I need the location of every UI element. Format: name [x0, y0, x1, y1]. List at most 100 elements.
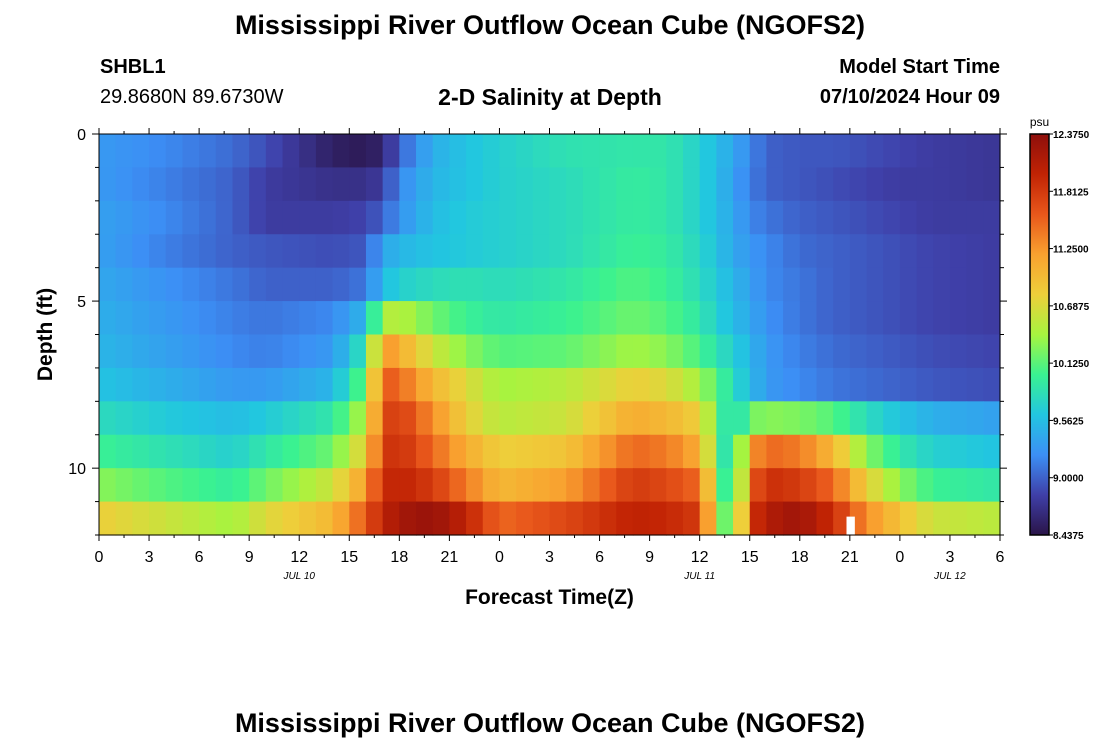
heatmap-cell [883, 501, 901, 536]
heatmap-cell [265, 334, 284, 369]
heatmap-cell [115, 134, 133, 169]
heatmap-cell [733, 134, 751, 169]
heatmap-cell [966, 167, 984, 202]
heatmap-cell [933, 367, 951, 402]
heatmap-cell [299, 434, 317, 469]
heatmap-cell [99, 301, 117, 336]
heatmap-cell [749, 267, 768, 302]
heatmap-cell [416, 200, 434, 235]
colorbar-tick-label: 11.2500 [1053, 245, 1089, 256]
heatmap-cell [699, 434, 717, 469]
heatmap-cell [716, 367, 734, 402]
heatmap-cell [783, 200, 801, 235]
heatmap-cell [716, 434, 734, 469]
heatmap-cell [516, 200, 534, 235]
heatmap-cell [232, 301, 250, 336]
heatmap-cell [482, 167, 501, 202]
heatmap-cell [566, 301, 584, 336]
heatmap-cell [632, 267, 651, 302]
heatmap-cell [332, 134, 350, 169]
heatmap-cell [766, 234, 784, 269]
heatmap-cell [682, 134, 701, 169]
x-tick-label: 0 [495, 549, 504, 566]
heatmap-cell [883, 234, 901, 269]
heatmap-cell [149, 234, 167, 269]
heatmap-cell [749, 401, 768, 436]
heatmap-cell [616, 334, 634, 369]
date-label: JUL 10 [282, 571, 315, 582]
heatmap-cell [315, 434, 334, 469]
heatmap-cell [632, 401, 651, 436]
heatmap-cell [265, 501, 284, 536]
heatmap-cell [916, 301, 934, 336]
x-tick-label: 18 [791, 549, 809, 566]
heatmap-cell [532, 134, 551, 169]
heatmap-cell [449, 267, 467, 302]
heatmap-cell [666, 367, 684, 402]
heatmap-cell [983, 434, 1001, 469]
heatmap-cell [199, 234, 217, 269]
heatmap-cell [282, 434, 300, 469]
heatmap-cell [666, 401, 684, 436]
heatmap-cell [332, 367, 350, 402]
heatmap-cell [566, 267, 584, 302]
heatmap-cell [115, 200, 133, 235]
heatmap-cell [966, 301, 984, 336]
heatmap-cell [699, 301, 717, 336]
heatmap-cell [733, 167, 751, 202]
heatmap-cell [833, 367, 851, 402]
heatmap-cell [799, 267, 818, 302]
heatmap-cell [315, 301, 334, 336]
heatmap-cell [816, 501, 834, 536]
heatmap-cell [799, 200, 818, 235]
heatmap-cell [432, 367, 450, 402]
heatmap-cell [699, 200, 717, 235]
heatmap-cell [449, 234, 467, 269]
heatmap-cell [549, 367, 567, 402]
heatmap-cell [215, 234, 234, 269]
heatmap-cell [482, 134, 501, 169]
heatmap-cell [199, 167, 217, 202]
heatmap-cell [799, 501, 818, 536]
colorbar-unit: psu [1030, 115, 1049, 129]
heatmap-cell [599, 334, 617, 369]
missing-data-marker [846, 516, 855, 535]
heatmap-cell [149, 301, 167, 336]
heatmap-cell [99, 167, 117, 202]
heatmap-cell [849, 167, 868, 202]
heatmap-cell [215, 200, 234, 235]
x-tick-label: 9 [245, 549, 254, 566]
heatmap-cell [516, 334, 534, 369]
heatmap-cell [699, 401, 717, 436]
heatmap-cell [466, 501, 484, 536]
heatmap-cell [466, 267, 484, 302]
heatmap-cell [482, 367, 501, 402]
heatmap-cell [482, 468, 501, 503]
heatmap-cell [449, 401, 467, 436]
heatmap-cell [799, 334, 818, 369]
heatmap-cell [332, 301, 350, 336]
heatmap-cell [632, 367, 651, 402]
heatmap-cell [432, 434, 450, 469]
heatmap-cell [499, 267, 517, 302]
heatmap-cell [516, 401, 534, 436]
heatmap-cell [149, 167, 167, 202]
heatmap-cell [249, 301, 267, 336]
colorbar [1029, 133, 1050, 536]
heatmap-cell [949, 434, 968, 469]
colorbar-tick-label: 9.0000 [1053, 474, 1084, 485]
model-start-label: Model Start Time [839, 56, 1000, 78]
heatmap-cell [616, 167, 634, 202]
heatmap-cell [766, 468, 784, 503]
heatmap-cell [816, 468, 834, 503]
heatmap-cell [833, 167, 851, 202]
heatmap-cell [315, 234, 334, 269]
x-tick-label: 6 [595, 549, 604, 566]
heatmap-cell [766, 334, 784, 369]
heatmap-cell [682, 434, 701, 469]
colorbar-tick-label: 10.6875 [1053, 302, 1090, 313]
heatmap-cell [365, 301, 384, 336]
heatmap-cell [983, 200, 1001, 235]
heatmap-cell [916, 334, 934, 369]
heatmap-cell [716, 501, 734, 536]
